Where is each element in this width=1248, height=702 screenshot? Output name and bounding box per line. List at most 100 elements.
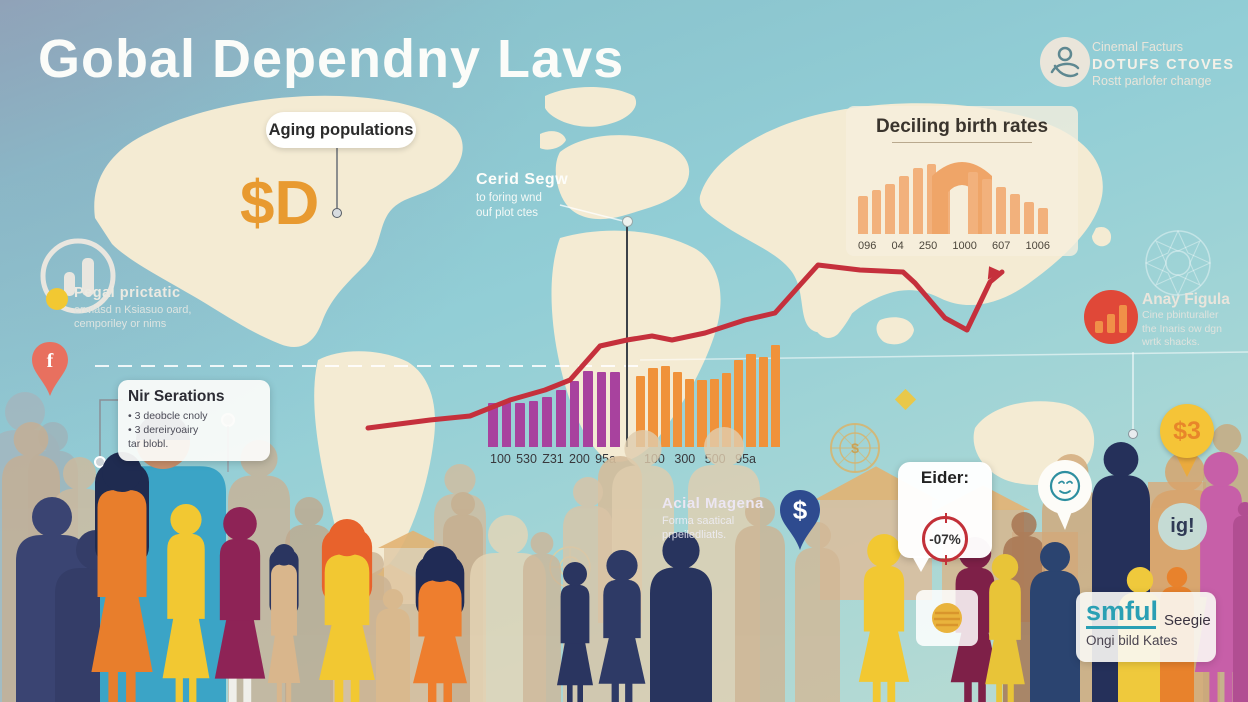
smful-underline: [1086, 626, 1156, 629]
smful-script-text: Seegie: [1164, 612, 1211, 629]
person-silhouette: [214, 507, 266, 702]
purple-bar-chart: [488, 367, 620, 447]
pegal-line1: erwlasd n Ksiasuo oard,: [74, 303, 192, 316]
cerid-line2: ouf plot ctes: [476, 206, 539, 219]
chart-axis-line: [626, 222, 628, 447]
acial-line1: Forma saatical: [662, 514, 735, 527]
red-bars-circle-icon: [1084, 290, 1138, 344]
title-underline: [892, 142, 1032, 143]
chart-axis-cap: [622, 216, 633, 227]
bar: [515, 403, 525, 447]
bar: [648, 368, 658, 447]
person-silhouette: [523, 532, 561, 702]
bar: [501, 402, 512, 447]
person-silhouette: [557, 562, 593, 702]
person-silhouette: [650, 532, 712, 702]
person-silhouette: [319, 519, 375, 702]
coin-card: [916, 590, 978, 646]
bar: [555, 390, 566, 447]
person-silhouette: [795, 522, 840, 702]
person-silhouette: [858, 534, 910, 702]
person-silhouette: [985, 554, 1025, 702]
tick-label: 607: [992, 240, 1011, 252]
face-doodle-bubble: [1038, 460, 1092, 530]
bar: [697, 380, 707, 447]
cerid-line1: to foring wnd: [476, 191, 542, 204]
tick-label: 530: [516, 452, 537, 466]
bar: [899, 176, 909, 234]
yellow-dot-icon: [46, 288, 68, 310]
anay-title: Anay Figula: [1142, 291, 1230, 308]
anay-callout: Anay Figula Cine pbinturaller the Inaris…: [1142, 290, 1230, 349]
dollar-pin-icon: $: [780, 490, 820, 550]
bar: [672, 372, 682, 447]
bar-chart-circle-icon: [40, 238, 116, 314]
page-title: Gobal Dependny Lavs: [38, 29, 625, 89]
bar: [542, 397, 552, 447]
bar: [1010, 194, 1020, 234]
tick-label: 096: [858, 240, 877, 252]
header-line1: Cinemal Facturs: [1092, 40, 1183, 54]
acial-line2: prpeiledliatls.: [662, 528, 727, 541]
smful-card: smful Seegie Ongi bild Kates: [1076, 592, 1216, 662]
birth-rates-panel: Deciling birth rates 096 04 250 1000 607 1006: [846, 106, 1078, 256]
svg-text:f: f: [47, 350, 54, 372]
person-silhouette: [1233, 502, 1248, 702]
bar: [758, 357, 768, 447]
cerid-callout: Cerid Segw to foring wnd ouf plot ctes: [476, 170, 568, 221]
person-silhouette: [1030, 542, 1080, 702]
tick-label: 04: [891, 240, 904, 252]
orange-bar-chart: [636, 343, 780, 447]
person-silhouette: [91, 452, 153, 702]
bar: [610, 372, 620, 447]
bar: [569, 381, 580, 447]
dollar-d-text: $D: [240, 169, 320, 238]
gold-compass-icon: $: [830, 423, 880, 473]
person-silhouette: [735, 497, 785, 702]
f-map-pin-icon: f: [32, 342, 68, 396]
bar: [912, 168, 923, 234]
tick-label: 100: [490, 452, 511, 466]
nir-bullet3: tar blobl.: [128, 438, 169, 451]
nir-title: Nir Serations: [128, 388, 225, 405]
header-right-block: Cinemal Facturs DOTUFS CTOVES Rostt parl…: [1092, 40, 1235, 89]
bar: [721, 373, 731, 447]
eider-percent-ring: -07%: [922, 513, 968, 565]
dollar-pin-glyph: $: [793, 495, 808, 525]
nir-bullet2: • 3 dereiryoairy: [128, 424, 199, 437]
eider-bubble-tail: [912, 556, 930, 572]
bar: [488, 403, 498, 447]
person-silhouette: [413, 546, 467, 702]
person-silhouette: [376, 589, 410, 702]
coin-3-icon: $3: [1160, 404, 1214, 458]
person-silhouette: [598, 550, 646, 702]
anay-line2: the Inaris ow dgn: [1142, 322, 1222, 335]
bar: [1024, 202, 1034, 234]
person-silhouette: [267, 544, 301, 702]
pegal-callout: Pegal prictatic erwlasd n Ksiasuo oard, …: [74, 284, 191, 331]
smful-subtitle: Ongi bild Kates: [1086, 633, 1178, 648]
pegal-line2: cemporiley or nims: [74, 318, 167, 331]
birth-bars-right: [968, 148, 1048, 234]
birth-chart-ticks: 096 04 250 1000 607 1006: [858, 240, 1050, 252]
birth-rates-title: Deciling birth rates: [875, 116, 1049, 137]
acial-title: Acial Magena: [662, 495, 764, 512]
anay-line3: wrtk shacks.: [1142, 335, 1200, 348]
smful-big-text: smful: [1086, 596, 1159, 626]
header-line3: Rostt parlofer change: [1092, 73, 1212, 88]
person-icon: [1040, 37, 1090, 87]
bar: [709, 379, 719, 447]
mandala-ornament-icon: [1144, 229, 1212, 297]
bar: [1038, 208, 1048, 234]
bar: [770, 345, 780, 447]
tick-label: 200: [569, 452, 590, 466]
bar: [885, 184, 896, 234]
eider-value: -07%: [929, 531, 961, 547]
bar: [528, 401, 539, 447]
stacked-coin-icon: [932, 603, 962, 633]
bar: [636, 376, 646, 447]
ig-badge-icon: ig!: [1158, 503, 1207, 550]
